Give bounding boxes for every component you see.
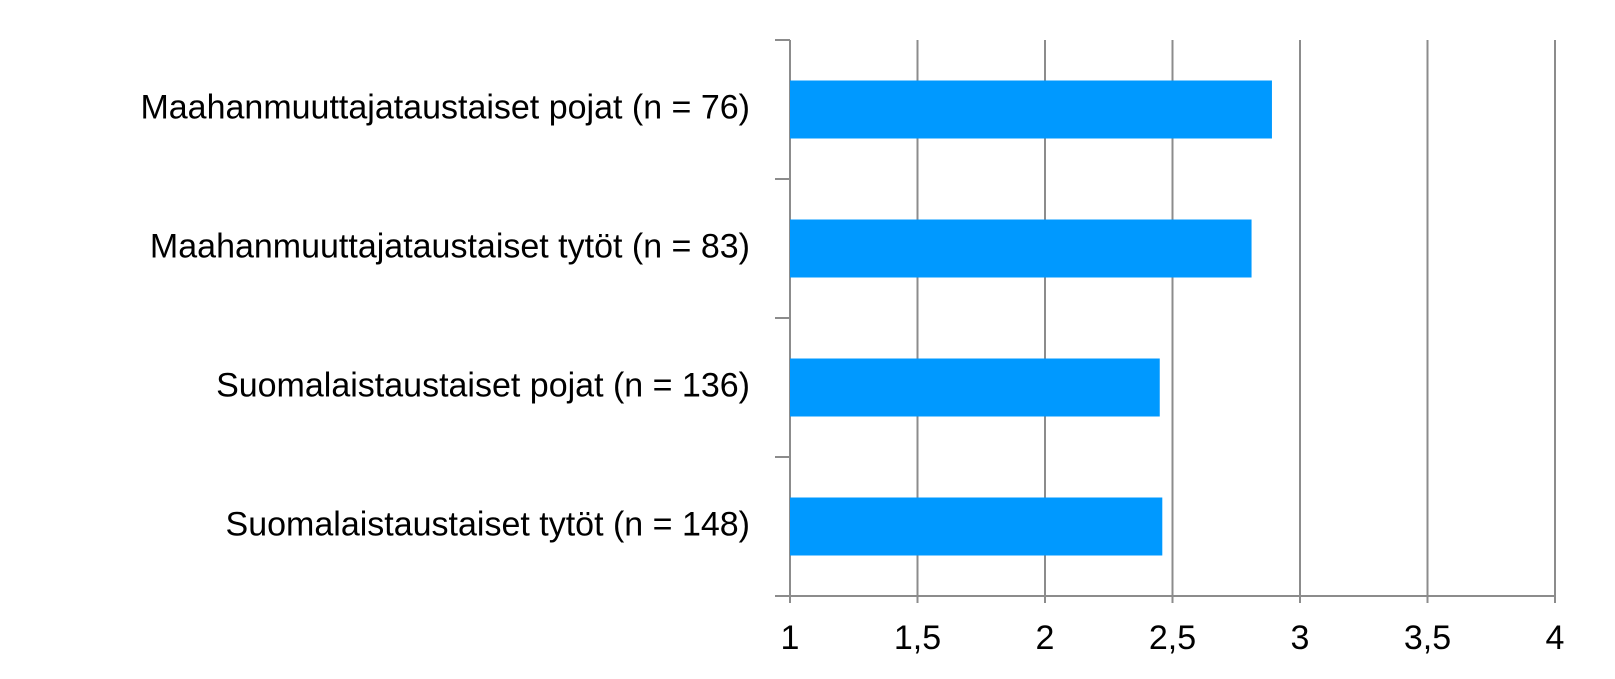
y-tick-label: Maahanmuuttajataustaiset pojat (n = 76) — [140, 88, 750, 126]
x-tick-label: 3,5 — [1404, 619, 1451, 657]
bar — [790, 358, 1160, 417]
x-tick-label: 2,5 — [1149, 619, 1196, 657]
y-tick-label: Suomalaistaustaiset pojat (n = 136) — [216, 366, 750, 404]
x-tick-label: 3 — [1291, 619, 1310, 657]
y-tick-label: Suomalaistaustaiset tytöt (n = 148) — [226, 505, 750, 543]
bar — [790, 80, 1272, 139]
x-tick-label: 2 — [1036, 619, 1055, 657]
x-tick-label: 1,5 — [894, 619, 941, 657]
bar — [790, 219, 1252, 278]
x-tick-label: 4 — [1546, 619, 1565, 657]
x-tick-label: 1 — [781, 619, 800, 657]
bar — [790, 497, 1163, 556]
y-tick-label: Maahanmuuttajataustaiset tytöt (n = 83) — [150, 227, 750, 265]
